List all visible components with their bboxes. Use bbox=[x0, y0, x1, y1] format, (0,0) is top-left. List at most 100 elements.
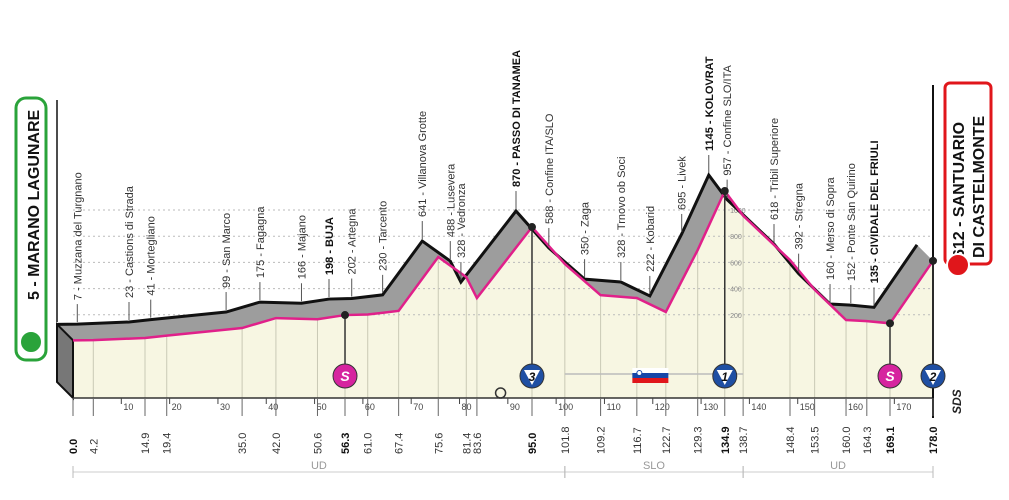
waypoint-label: 618 - Tribil Superiore bbox=[769, 118, 781, 220]
profile-band bbox=[57, 175, 933, 341]
elevation-grid-label: 200 bbox=[730, 313, 742, 320]
feed-zone-icon bbox=[494, 387, 507, 399]
waypoint-label: 222 - Kobarid bbox=[645, 206, 657, 272]
waypoint-label: 641 - Villanova Grotte bbox=[417, 111, 429, 217]
kom-marker bbox=[920, 363, 946, 389]
start-label-box bbox=[14, 96, 48, 362]
x-tick-label: 20 bbox=[172, 402, 182, 412]
sprint-badge bbox=[877, 363, 903, 389]
back-profile-line bbox=[56, 172, 919, 326]
km-label: 19.4 bbox=[162, 433, 174, 454]
waypoint-label: 152 - Ponte San Quirino bbox=[846, 163, 858, 281]
waypoint-label: 175 - Fagagna bbox=[255, 206, 267, 278]
marker-label: 1 bbox=[721, 370, 728, 384]
km-label: 134.9 bbox=[720, 426, 732, 454]
waypoint-label: 328 - Vedronza bbox=[456, 183, 468, 258]
km-label: 35.0 bbox=[237, 433, 249, 454]
km-label: 138.7 bbox=[738, 426, 750, 454]
marker-dot bbox=[527, 223, 536, 232]
km-label: 109.2 bbox=[596, 426, 608, 454]
marker-dot bbox=[341, 311, 350, 320]
x-tick-label: 40 bbox=[268, 402, 278, 412]
waypoint-label: 328 - Trnovo ob Soci bbox=[616, 157, 628, 259]
km-label: 4.2 bbox=[88, 439, 100, 454]
kom-triangle-icon bbox=[925, 370, 941, 385]
elevation-grid-label: 600 bbox=[730, 260, 742, 267]
km-label: 42.0 bbox=[271, 433, 283, 454]
finish-label-line2: DI CASTELMONTE bbox=[971, 115, 988, 258]
marker-dot bbox=[720, 187, 729, 196]
waypoint-label: 230 - Tarcento bbox=[378, 201, 390, 271]
x-tick-label: 120 bbox=[655, 402, 670, 412]
x-tick-label: 170 bbox=[896, 402, 911, 412]
waypoint-label: 23 - Castions di Strada bbox=[124, 185, 136, 298]
waypoint-label: 870 - PASSO DI TANAMEA bbox=[511, 50, 523, 187]
x-tick-label: 140 bbox=[751, 402, 766, 412]
x-tick-label: 60 bbox=[365, 402, 375, 412]
kom-triangle-icon bbox=[716, 370, 733, 385]
kom-marker bbox=[712, 363, 738, 389]
waypoint-label: 99 - San Marco bbox=[221, 213, 233, 288]
flag-white bbox=[632, 368, 669, 373]
km-label: 129.3 bbox=[693, 426, 705, 454]
x-tick-label: 70 bbox=[413, 402, 423, 412]
x-tick-label: 100 bbox=[558, 402, 573, 412]
km-label: 67.4 bbox=[394, 433, 406, 454]
region-label: UD bbox=[311, 460, 327, 472]
km-label: 122.7 bbox=[661, 426, 673, 454]
km-label: 169.1 bbox=[885, 426, 897, 454]
elevation-grid-label: 400 bbox=[730, 287, 742, 294]
waypoint-label: 166 - Majano bbox=[296, 215, 308, 279]
km-label: 83.6 bbox=[472, 433, 484, 454]
km-label: 75.6 bbox=[433, 433, 445, 454]
x-tick-label: 90 bbox=[510, 402, 520, 412]
waypoint-label: 7 - Muzzana del Turgnano bbox=[72, 172, 84, 300]
start-bike-icon bbox=[19, 330, 43, 354]
x-tick-label: 130 bbox=[703, 402, 718, 412]
waypoint-label: 1145 - KOLOVRAT bbox=[704, 56, 716, 151]
flag-blue bbox=[632, 373, 669, 378]
waypoint-label: 695 - Livek bbox=[677, 156, 689, 210]
marker-dot bbox=[886, 319, 894, 328]
elevation-grid-label: 800 bbox=[730, 234, 742, 241]
km-label: 178.0 bbox=[928, 426, 940, 454]
km-label: 14.9 bbox=[140, 433, 152, 454]
x-tick-label: 30 bbox=[220, 402, 230, 412]
km-label: 116.7 bbox=[632, 427, 644, 454]
x-tick-label: 10 bbox=[123, 402, 133, 412]
km-label: 160.0 bbox=[841, 426, 853, 454]
waypoint-label: 488 - Lusevera bbox=[445, 163, 457, 237]
km-label: 56.3 bbox=[340, 433, 352, 454]
km-label: 101.8 bbox=[560, 426, 572, 454]
sprint-marker bbox=[877, 363, 903, 389]
region-label: UD bbox=[830, 460, 846, 472]
waypoint-label: 198 - BUJA bbox=[324, 217, 336, 275]
km-label: 153.5 bbox=[810, 426, 822, 454]
start-label: 5 - MARANO LAGUNARE bbox=[26, 109, 43, 300]
flag-crest bbox=[636, 370, 643, 376]
kom-triangle-icon bbox=[523, 370, 540, 385]
waypoint-label: 160 - Merso di Sopra bbox=[825, 176, 837, 280]
waypoint-label: 588 - Confine ITA/SLO bbox=[544, 113, 556, 224]
ground-area bbox=[73, 191, 933, 398]
km-label: 50.6 bbox=[312, 433, 324, 454]
x-tick-label: 110 bbox=[606, 402, 620, 412]
km-label: 61.0 bbox=[363, 433, 375, 454]
x-tick-label: 150 bbox=[800, 402, 815, 412]
marker-label: 3 bbox=[529, 370, 536, 384]
km-label: 81.4 bbox=[461, 433, 473, 454]
km-label: 164.3 bbox=[862, 426, 874, 454]
finish-label-line1: 612 - SANTUARIO bbox=[951, 122, 968, 258]
waypoint-label: 957 - Confine SLO/ITA bbox=[722, 65, 734, 176]
sprint-marker bbox=[332, 363, 358, 389]
waypoint-label: 350 - Zaga bbox=[580, 201, 592, 255]
marker-label: 2 bbox=[929, 370, 937, 384]
region-label: SLO bbox=[643, 460, 665, 472]
km-label: 0.0 bbox=[68, 439, 80, 454]
km-label: 95.0 bbox=[527, 433, 539, 454]
kom-marker bbox=[519, 363, 545, 389]
km-label: 148.4 bbox=[785, 426, 797, 454]
flag-red bbox=[632, 378, 669, 383]
x-tick-label: 50 bbox=[317, 402, 327, 412]
